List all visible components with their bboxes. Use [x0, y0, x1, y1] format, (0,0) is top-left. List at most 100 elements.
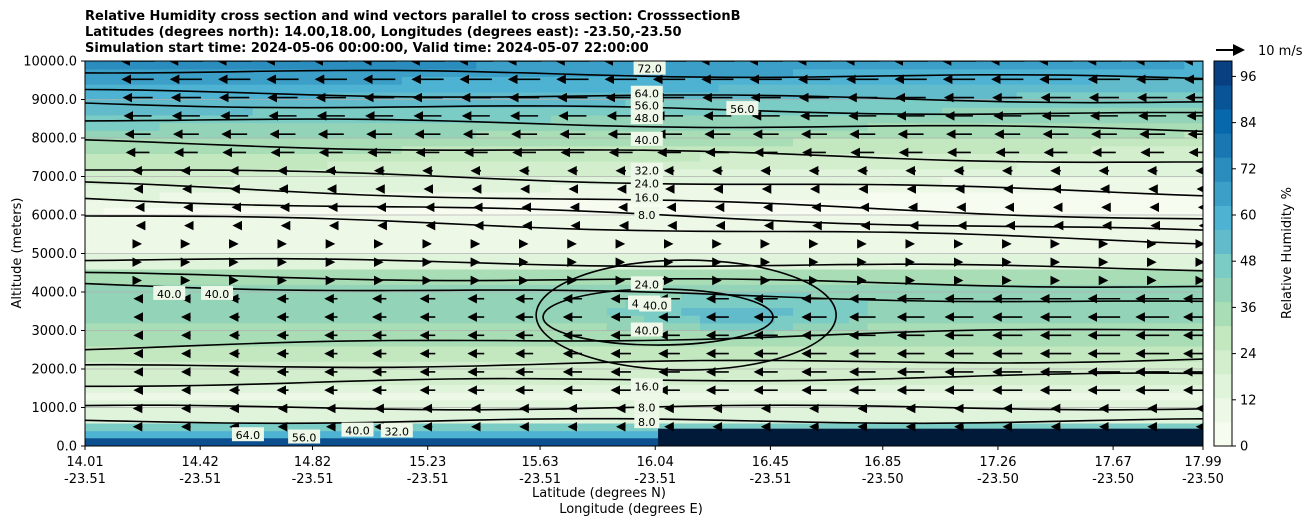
humidity-cell: [289, 384, 310, 393]
humidity-cell: [122, 430, 142, 439]
humidity-cell: [867, 168, 887, 178]
humidity-cell: [606, 114, 626, 124]
humidity-cell: [588, 376, 608, 385]
humidity-cell: [588, 422, 608, 432]
humidity-cell: [439, 268, 459, 278]
humidity-cell: [1053, 184, 1074, 193]
humidity-cell: [960, 176, 980, 185]
humidity-cell: [942, 384, 962, 393]
humidity-cell: [215, 299, 235, 308]
humidity-cell: [811, 191, 831, 201]
humidity-cell: [420, 430, 440, 439]
humidity-cell: [886, 361, 906, 370]
humidity-cell: [550, 230, 571, 239]
humidity-cell: [252, 91, 272, 101]
humidity-cell: [830, 315, 850, 324]
humidity-cell: [476, 330, 496, 339]
humidity-cell: [439, 399, 459, 409]
humidity-cell: [755, 161, 776, 170]
x-tick-label-lon: -23.51: [179, 472, 221, 487]
contour-label: 8.0: [634, 399, 660, 415]
humidity-cell: [1072, 84, 1092, 93]
humidity-cell: [848, 99, 869, 108]
humidity-cell: [1016, 407, 1036, 416]
humidity-cell: [867, 222, 887, 231]
humidity-cell: [103, 415, 123, 424]
humidity-cell: [234, 292, 254, 301]
humidity-cell: [103, 422, 123, 432]
humidity-cell: [904, 338, 925, 347]
humidity-cell: [252, 84, 272, 93]
humidity-cell: [196, 84, 217, 93]
humidity-cell: [569, 430, 589, 439]
humidity-cell: [178, 322, 198, 332]
humidity-cell: [252, 199, 272, 208]
humidity-cell: [569, 184, 589, 193]
humidity-cell: [793, 399, 813, 409]
humidity-cell: [532, 84, 552, 93]
humidity-cell: [140, 292, 161, 301]
humidity-cell: [811, 215, 831, 224]
humidity-cell: [1072, 99, 1092, 108]
humidity-cell: [979, 276, 999, 285]
humidity-cell: [681, 399, 701, 409]
humidity-cell: [606, 207, 626, 216]
humidity-cell: [644, 245, 664, 255]
humidity-cell: [718, 353, 738, 362]
humidity-cell: [830, 384, 850, 393]
humidity-cell: [271, 392, 291, 401]
humidity-cell: [513, 76, 533, 85]
humidity-cell: [308, 222, 328, 231]
contour-label-text: 40.0: [635, 325, 660, 338]
humidity-cell: [699, 153, 720, 162]
humidity-cell: [699, 176, 720, 185]
humidity-cell: [271, 284, 291, 293]
humidity-cell: [1053, 114, 1074, 124]
contour-label: 8.0: [634, 207, 660, 222]
humidity-cell: [811, 369, 831, 378]
humidity-cell: [345, 299, 366, 308]
humidity-cell: [327, 222, 347, 231]
humidity-cell: [439, 345, 459, 355]
humidity-cell: [1147, 345, 1167, 355]
humidity-cell: [867, 76, 887, 85]
humidity-cell: [718, 222, 738, 231]
humidity-cell: [234, 299, 254, 308]
humidity-cell: [867, 376, 887, 385]
humidity-cell: [1053, 399, 1074, 409]
humidity-cell: [252, 284, 272, 293]
humidity-cell: [159, 392, 179, 401]
humidity-cell: [1091, 122, 1111, 131]
humidity-cell: [532, 238, 552, 247]
contour-label-text: 40.0: [205, 288, 230, 301]
humidity-cell: [234, 330, 254, 339]
humidity-cell: [923, 114, 943, 124]
humidity-cell: [1165, 176, 1185, 185]
humidity-cell: [718, 245, 738, 255]
humidity-cell: [960, 384, 980, 393]
contour-label-text: 40.0: [635, 134, 660, 147]
humidity-cell: [942, 322, 962, 332]
humidity-cell: [401, 369, 421, 378]
humidity-cell: [588, 292, 608, 301]
y-tick-label: 6000.0: [32, 209, 78, 224]
humidity-cell: [681, 215, 701, 224]
humidity-cell: [494, 330, 515, 339]
contour-line: [85, 358, 1203, 369]
humidity-cell: [662, 384, 682, 393]
humidity-cell: [159, 399, 179, 409]
humidity-cell: [848, 61, 869, 70]
x-axis-label-latitude: Latitude (degrees N): [532, 486, 666, 501]
humidity-cell: [401, 330, 421, 339]
humidity-cell: [1184, 276, 1203, 285]
humidity-cell: [1072, 184, 1092, 193]
humidity-cell: [327, 407, 347, 416]
humidity-cell: [140, 299, 161, 308]
humidity-cell: [979, 353, 999, 362]
humidity-cell: [1128, 384, 1148, 393]
humidity-cell: [140, 315, 161, 324]
humidity-cell: [830, 107, 850, 116]
humidity-cell: [140, 353, 161, 362]
humidity-cell: [830, 184, 850, 193]
humidity-cell: [1165, 130, 1185, 139]
